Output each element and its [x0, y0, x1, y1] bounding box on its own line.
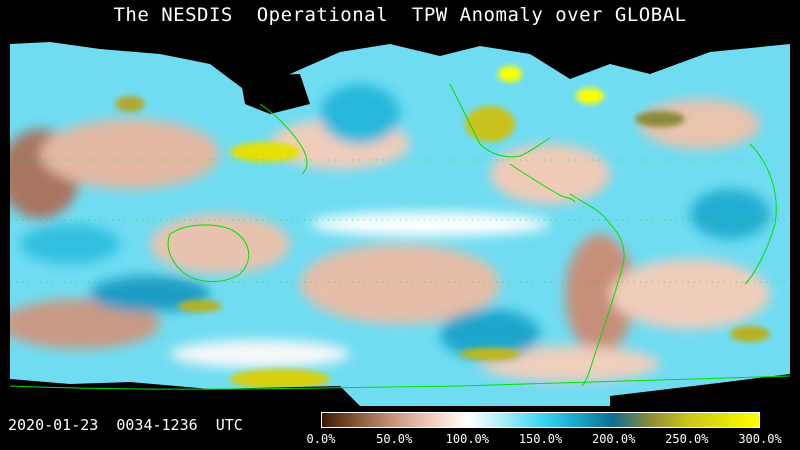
tpw-anomaly-map [10, 34, 790, 406]
colorbar-tick-label: 300.0% [738, 432, 782, 446]
no-data-north-2 [240, 74, 310, 114]
latitude-lines [10, 159, 790, 283]
neutral-band-1 [310, 212, 550, 236]
colorbar-tick-label: 150.0% [518, 432, 563, 446]
colorbar-tick-label: 100.0% [445, 432, 490, 446]
extreme-region-5 [498, 66, 522, 82]
extreme-region-2 [178, 300, 222, 312]
colorbar-tick-label: 200.0% [591, 432, 636, 446]
colorbar-tick-label: 50.0% [376, 432, 413, 446]
coastline-asia [259, 103, 308, 175]
colorbar-tick-label: 0.0% [306, 432, 336, 446]
dry-region-south-america [565, 234, 635, 354]
coastline-south-america [569, 193, 625, 387]
no-data-south [10, 379, 360, 406]
coastline-antarctica [10, 375, 790, 390]
extreme-region-10 [115, 96, 145, 112]
dry-region-north-atlantic [640, 99, 760, 149]
extreme-region-8 [460, 348, 520, 360]
extreme-region-3 [230, 369, 330, 389]
coastlines [10, 83, 790, 390]
dry-region-australia [150, 214, 290, 274]
dry-region-south-pacific [300, 244, 500, 324]
colorbar [321, 412, 760, 428]
no-data-north-1 [10, 34, 790, 94]
coastline-central-america [509, 163, 576, 203]
dry-region-east-pacific [490, 144, 610, 204]
timestamp-label: 2020-01-23 0034-1236 UTC [8, 416, 243, 434]
moist-region-4 [690, 189, 770, 239]
colorbar-tick-label: 250.0% [665, 432, 709, 446]
coastline-australia [167, 224, 250, 282]
no-data-south-2 [610, 374, 790, 406]
dry-region-far-south [480, 346, 660, 382]
extreme-region-6 [576, 88, 604, 104]
dry-region-asia [40, 119, 220, 189]
moist-region-5 [20, 224, 120, 264]
extreme-region-9 [730, 326, 770, 342]
extreme-region-1 [230, 142, 300, 162]
coastline-africa [744, 143, 777, 285]
coastline-north-america [449, 83, 551, 158]
moist-region-1 [90, 276, 210, 312]
neutral-band-2 [170, 340, 350, 368]
moist-region-3 [320, 84, 400, 144]
extreme-region-4 [465, 106, 515, 142]
extreme-region-7 [635, 111, 685, 127]
map-canvas [10, 34, 790, 406]
moist-region-2 [440, 309, 540, 359]
dry-region-south-indian [10, 299, 160, 349]
map-title: The NESDIS Operational TPW Anomaly over … [113, 4, 687, 26]
dry-region-atlantic [610, 259, 770, 329]
